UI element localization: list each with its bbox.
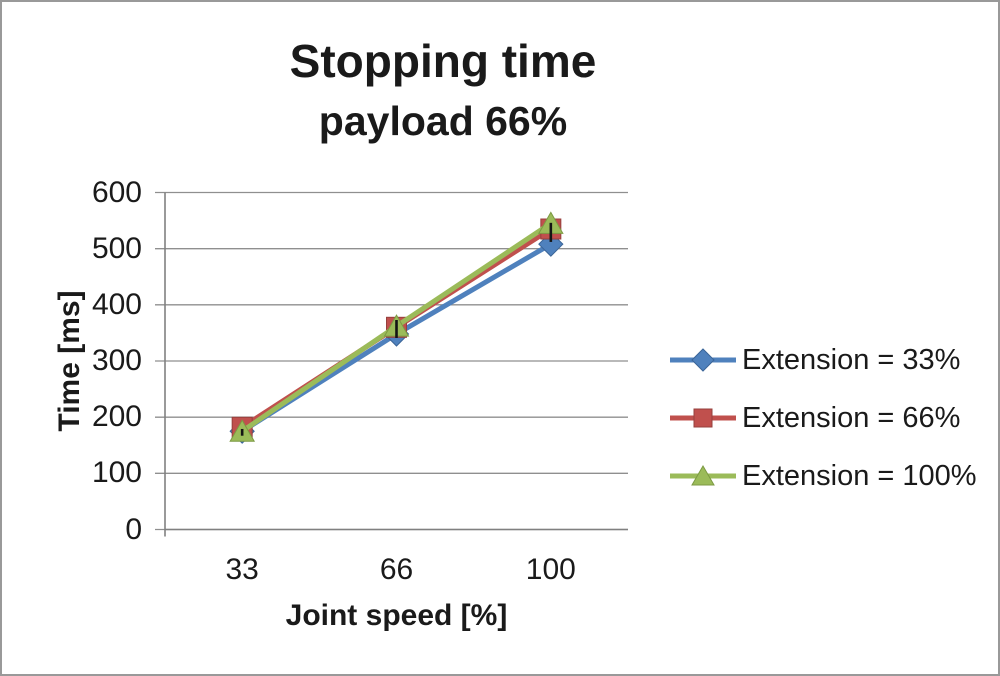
legend: Extension = 33% Extension = 66% Extension … bbox=[670, 344, 977, 492]
triangle-marker-icon bbox=[691, 465, 715, 486]
legend-label: Extension = 33% bbox=[742, 344, 961, 376]
y-tick-label: 300 bbox=[91, 344, 142, 377]
diamond-legend-icon bbox=[670, 348, 736, 372]
y-tick-label: 600 bbox=[91, 175, 142, 209]
legend-label: Extension = 66% bbox=[742, 402, 961, 434]
y-tick-label: 0 bbox=[125, 512, 142, 546]
legend-item: Extension = 33% bbox=[670, 344, 977, 376]
chart-title: Stopping time bbox=[289, 35, 597, 87]
y-tick-label: 400 bbox=[91, 287, 142, 321]
square-legend-icon bbox=[670, 408, 736, 428]
x-tick-label: 66 bbox=[379, 553, 414, 586]
chart-subtitle: payload 66% bbox=[318, 98, 568, 144]
legend-item: Extension = 66% bbox=[670, 402, 977, 434]
x-tick-label: 33 bbox=[225, 553, 259, 586]
y-tick-label: 500 bbox=[91, 231, 142, 265]
y-tick-label: 100 bbox=[91, 456, 142, 490]
diamond-marker-icon bbox=[691, 348, 715, 372]
legend-item: Extension = 100% bbox=[670, 460, 977, 492]
y-tick-label: 200 bbox=[91, 400, 142, 434]
triangle-legend-icon bbox=[670, 465, 736, 486]
y-axis-title: Time [ms] bbox=[53, 290, 86, 432]
legend-label: Extension = 100% bbox=[742, 460, 977, 492]
square-marker-icon bbox=[693, 408, 713, 428]
x-axis-title: Joint speed [%] bbox=[285, 599, 508, 632]
x-tick-label: 100 bbox=[525, 553, 576, 586]
